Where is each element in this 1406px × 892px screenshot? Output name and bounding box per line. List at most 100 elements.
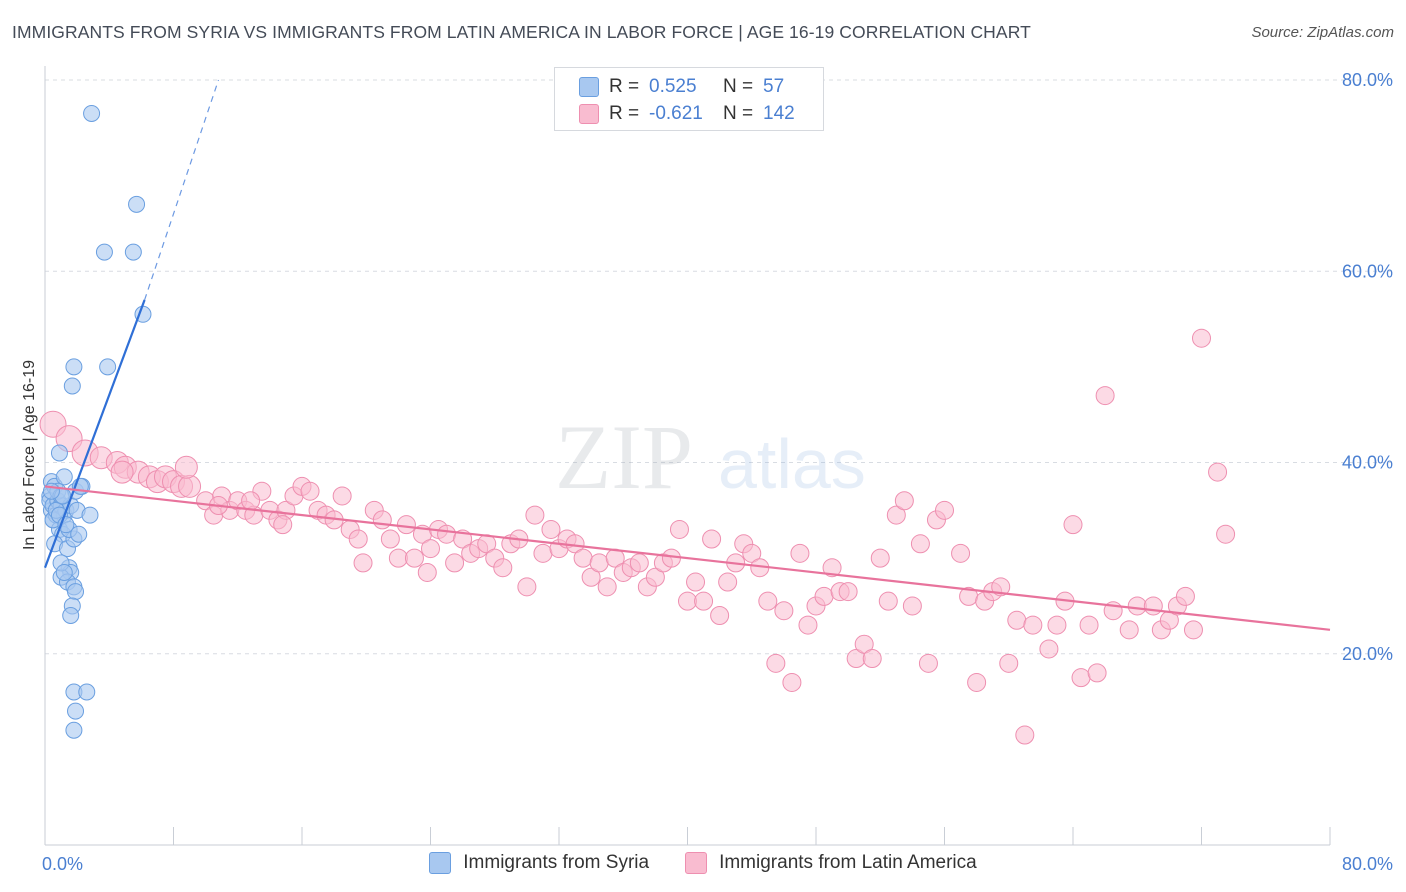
- point-latin-america: [1015, 725, 1035, 745]
- axes: [44, 66, 1331, 846]
- stats-legend: R = 0.525 N = 57 R = -0.621 N = 142: [554, 67, 824, 131]
- legend-label-latin-america: Immigrants from Latin America: [719, 852, 977, 873]
- chart-title: IMMIGRANTS FROM SYRIA VS IMMIGRANTS FROM…: [12, 22, 1031, 42]
- point-latin-america: [273, 515, 293, 535]
- point-latin-america: [645, 567, 665, 587]
- point-latin-america: [702, 529, 722, 549]
- point-latin-america: [710, 606, 730, 625]
- point-latin-america: [573, 548, 593, 568]
- r-value: 0.525: [649, 76, 697, 97]
- point-latin-america: [541, 519, 561, 539]
- trend-lines: [43, 79, 1331, 631]
- point-latin-america: [396, 515, 416, 535]
- y-tick-label: 60.0%: [1342, 261, 1393, 281]
- point-syria: [55, 468, 73, 486]
- series-syria-points: [41, 104, 152, 739]
- point-latin-america: [348, 529, 368, 549]
- r-label: R =: [609, 76, 640, 97]
- point-latin-america: [718, 572, 738, 592]
- point-syria: [70, 525, 88, 543]
- r-label: R =: [609, 103, 640, 124]
- series-legend: Immigrants from Syria Immigrants from La…: [0, 852, 1406, 874]
- point-latin-america: [533, 543, 553, 563]
- point-latin-america: [1208, 462, 1228, 482]
- point-latin-america: [1175, 586, 1195, 606]
- point-latin-america: [669, 519, 689, 539]
- point-latin-america: [332, 486, 352, 506]
- point-latin-america: [854, 634, 874, 654]
- point-latin-america: [421, 539, 440, 559]
- point-latin-america: [445, 553, 465, 573]
- watermark: ZIP atlas: [555, 406, 866, 508]
- point-latin-america: [766, 653, 786, 673]
- point-latin-america: [1007, 610, 1027, 630]
- point-latin-america: [493, 558, 513, 578]
- point-latin-america: [1071, 668, 1091, 688]
- point-latin-america: [1079, 615, 1099, 635]
- legend-item-latin-america[interactable]: Immigrants from Latin America: [685, 852, 977, 874]
- point-latin-america: [110, 460, 134, 484]
- y-tick-label: 40.0%: [1342, 453, 1393, 473]
- point-syria: [83, 104, 101, 122]
- point-syria: [78, 683, 96, 701]
- point-latin-america: [686, 572, 706, 592]
- point-latin-america: [1127, 596, 1147, 616]
- point-latin-america: [894, 491, 914, 511]
- x-tick-label: 80.0%: [1342, 854, 1393, 874]
- watermark-zip: ZIP: [555, 406, 693, 508]
- legend-swatch-syria: [579, 77, 599, 97]
- tick-labels: 20.0% 40.0% 60.0% 80.0% 0.0% 80.0%: [42, 70, 1393, 874]
- trend-line-syria-extension: [144, 79, 220, 301]
- point-latin-america: [822, 558, 842, 578]
- series-latin-america-points: [39, 328, 1236, 745]
- point-syria: [81, 506, 99, 524]
- point-latin-america: [597, 577, 617, 597]
- point-latin-america: [1216, 524, 1236, 544]
- point-syria: [67, 702, 85, 720]
- point-latin-america: [991, 577, 1011, 597]
- point-latin-america: [886, 505, 906, 525]
- n-value: 142: [763, 103, 795, 124]
- watermark-atlas: atlas: [718, 425, 866, 503]
- point-latin-america: [999, 653, 1019, 673]
- point-latin-america: [870, 548, 890, 568]
- grid-lines: [45, 79, 1392, 655]
- y-tick-label: 20.0%: [1342, 644, 1393, 664]
- n-label: N =: [723, 76, 754, 97]
- point-latin-america: [742, 543, 762, 563]
- point-latin-america: [1183, 620, 1203, 640]
- point-latin-america: [758, 591, 778, 611]
- legend-item-syria[interactable]: Immigrants from Syria: [429, 852, 649, 874]
- point-latin-america: [694, 591, 714, 611]
- trend-line-latin-america: [44, 485, 1331, 631]
- point-latin-america: [581, 567, 601, 587]
- legend-swatch-latin-america: [579, 104, 599, 124]
- point-syria: [62, 607, 80, 624]
- point-latin-america: [1192, 328, 1211, 348]
- n-value: 57: [763, 76, 785, 97]
- point-latin-america: [380, 529, 400, 549]
- point-latin-america: [918, 653, 938, 673]
- point-latin-america: [1063, 515, 1083, 535]
- point-latin-america: [967, 672, 987, 692]
- point-latin-america: [300, 481, 320, 501]
- point-latin-america: [935, 500, 954, 520]
- point-latin-america: [902, 596, 922, 616]
- point-latin-america: [589, 553, 609, 573]
- trend-line-syria: [43, 299, 146, 569]
- point-latin-america: [862, 649, 882, 669]
- point-syria: [99, 358, 117, 376]
- point-latin-america: [1087, 663, 1107, 683]
- point-syria: [55, 563, 73, 581]
- point-latin-america: [1039, 639, 1059, 659]
- point-latin-america: [1095, 386, 1115, 406]
- point-latin-america: [353, 553, 373, 573]
- point-latin-america: [525, 505, 545, 525]
- point-latin-america: [174, 455, 198, 479]
- x-tick-label: 0.0%: [42, 854, 83, 874]
- point-latin-america: [878, 591, 898, 611]
- point-latin-america: [910, 534, 930, 554]
- point-latin-america: [178, 474, 202, 498]
- point-syria: [50, 444, 68, 462]
- point-latin-america: [629, 553, 649, 573]
